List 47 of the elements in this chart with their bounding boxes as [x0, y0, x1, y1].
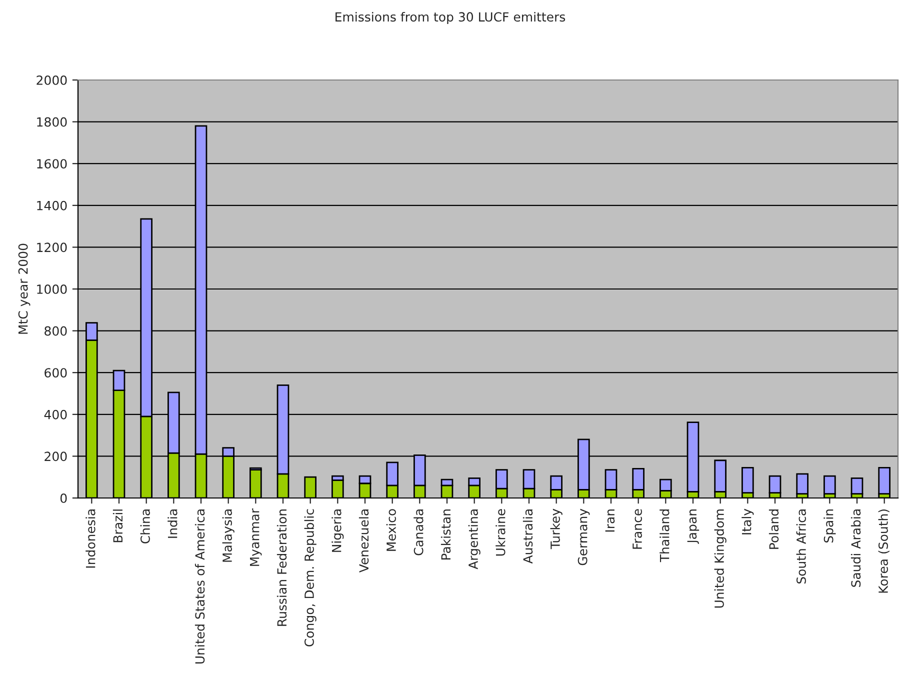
x-tick-label: Germany	[578, 508, 590, 566]
bar	[850, 477, 864, 495]
x-tick-label: Indonesia	[86, 510, 96, 568]
y-tick-label: 400	[44, 410, 67, 420]
y-tick-label: 1400	[37, 200, 67, 210]
y-tick-label: 800	[44, 326, 67, 336]
x-tick-label: Poland	[768, 510, 779, 549]
x-tick-label: Venezuela	[358, 510, 369, 573]
x-tick-label: Nigeria	[332, 510, 344, 552]
x-tick-label: China	[140, 510, 150, 544]
y-tick-label: 600	[44, 368, 67, 378]
x-tick-label: Congo, Dem. Republic	[304, 509, 316, 646]
x-tick-label: Italy	[742, 508, 754, 534]
x-tick-label: India	[168, 510, 178, 538]
bar	[796, 473, 808, 495]
x-tick-label: United Kingdom	[714, 509, 726, 608]
y-tick-label: 0	[60, 493, 67, 503]
bar	[824, 475, 836, 495]
x-tick-label: Iran	[605, 509, 615, 532]
x-tick-label: United States of America	[194, 510, 205, 664]
x-tick-label: France	[632, 509, 642, 549]
x-tick-label: Korea (South)	[878, 509, 890, 593]
x-tick-label: Pakistan	[440, 509, 451, 560]
x-tick-label: Thailand	[660, 510, 670, 562]
y-tick-label: 2000	[36, 75, 67, 85]
x-tick-label: Australia	[522, 510, 533, 564]
y-axis-title: MtC year 2000	[18, 244, 30, 334]
x-tick-label: South Africa	[796, 510, 806, 584]
x-tick-label: Ukraine	[496, 509, 506, 556]
x-tick-label: Brazil	[112, 510, 123, 542]
x-tick-label: Saudi Arabia	[850, 510, 861, 587]
y-tick-label: 1200	[37, 242, 67, 252]
x-tick-label: Myanmar	[250, 508, 262, 566]
x-tick-label: Turkey	[550, 508, 562, 550]
y-tick-label: 1800	[37, 117, 67, 127]
y-tick-label: 1600	[37, 159, 67, 169]
bar	[878, 467, 890, 495]
x-tick-label: Spain	[824, 509, 836, 543]
chart-title: Emissions from top 30 LUCF emitters	[336, 12, 566, 24]
x-tick-label: Russian Federation	[276, 509, 287, 626]
x-tick-label: Malaysia	[222, 510, 234, 562]
x-tick-label: Canada	[414, 510, 424, 556]
y-tick-label: 200	[44, 452, 67, 462]
x-tick-label: Japan	[687, 509, 700, 544]
x-tick-label: Mexico	[386, 509, 396, 551]
y-tick-label: 1000	[37, 284, 67, 294]
x-tick-label: Argentina	[468, 510, 480, 570]
